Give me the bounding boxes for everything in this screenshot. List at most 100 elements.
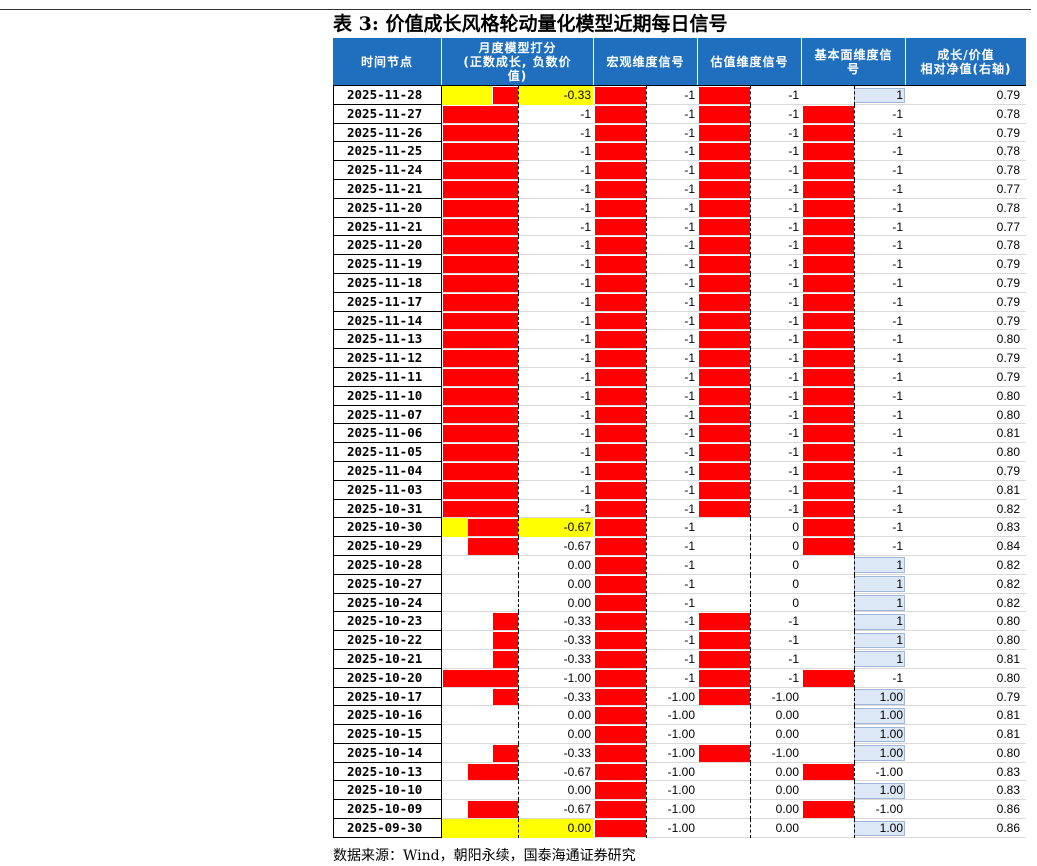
zero-axis	[646, 725, 647, 744]
nav-cell: 0.80	[906, 443, 1026, 462]
negative-bar	[468, 519, 518, 537]
negative-bar	[595, 556, 646, 574]
negative-bar	[699, 218, 750, 236]
signal-value: -1	[684, 520, 695, 535]
zero-axis	[750, 386, 751, 406]
zero-axis	[750, 405, 751, 425]
highlight-fill	[442, 518, 468, 538]
signal-value: -1	[788, 463, 799, 478]
nav-value: 0.78	[996, 163, 1020, 178]
nav-cell: 0.83	[906, 781, 1026, 800]
macro-cell: -1	[594, 330, 698, 350]
signal-value: -1	[788, 388, 799, 403]
nav-cell: 0.79	[906, 312, 1026, 331]
source-note: 数据来源：Wind，朝阳永续，国泰海通证券研究	[333, 848, 636, 864]
negative-bar	[595, 162, 646, 179]
fundamental-cell: 1.00	[802, 725, 906, 744]
negative-bar	[699, 331, 750, 349]
table-row: 2025-10-17 -0.33 -1.00 -1.00 1.00 0.79	[333, 687, 1026, 707]
signal-value: -1	[684, 501, 695, 516]
signal-value: -1	[684, 351, 695, 366]
table-row: 2025-09-30 0.00 -1.00 0.00 1.00 0.86	[333, 819, 1026, 838]
negative-bar	[595, 650, 646, 668]
zero-axis	[854, 743, 855, 763]
signal-value: -1	[580, 238, 591, 253]
zero-axis	[518, 179, 519, 199]
macro-cell: -1	[594, 405, 698, 425]
nav-value: 0.86	[996, 802, 1020, 817]
zero-axis	[750, 800, 751, 820]
nav-cell: 0.79	[906, 255, 1026, 274]
date-cell: 2025-10-13	[333, 762, 442, 782]
fundamental-cell: 1.00	[802, 687, 906, 707]
score-cell: 0.00	[442, 593, 594, 613]
zero-axis	[646, 461, 647, 481]
zero-axis	[750, 123, 751, 143]
valuation-cell: -1	[698, 142, 802, 162]
negative-bar	[595, 331, 646, 349]
table-row: 2025-11-24 -1 -1 -1 -1 0.78	[333, 161, 1026, 180]
score-cell: 0.00	[442, 781, 594, 801]
table-row: 2025-11-05 -1 -1 -1 -1 0.80	[333, 443, 1026, 462]
valuation-cell: -1	[698, 255, 802, 274]
nav-value: 0.79	[996, 463, 1020, 478]
signal-value: 1.00	[879, 745, 903, 760]
date-cell: 2025-11-27	[333, 104, 442, 124]
negative-bar	[443, 162, 518, 179]
signal-value: -1	[788, 257, 799, 272]
nav-value: 0.78	[996, 106, 1020, 121]
signal-value: -1	[892, 294, 903, 309]
negative-bar	[443, 368, 518, 386]
zero-axis	[750, 518, 751, 538]
macro-cell: -1	[594, 649, 698, 669]
signal-value: -1	[892, 275, 903, 290]
score-cell: -1	[442, 292, 594, 312]
fundamental-cell: -1	[802, 461, 906, 481]
macro-cell: -1	[594, 480, 698, 500]
zero-axis	[854, 349, 855, 368]
date-cell: 2025-10-14	[333, 743, 442, 763]
negative-bar	[803, 180, 854, 198]
date-cell: 2025-10-17	[333, 687, 442, 707]
zero-axis	[854, 800, 855, 820]
zero-axis	[750, 330, 751, 350]
macro-cell: -1.00	[594, 819, 698, 838]
zero-axis	[518, 668, 519, 688]
zero-axis	[646, 555, 647, 575]
negative-bar	[699, 256, 750, 273]
negative-bar	[443, 256, 518, 273]
zero-axis	[646, 743, 647, 763]
score-cell: -1.00	[442, 668, 594, 688]
nav-value: 0.77	[996, 219, 1020, 234]
signal-value: -1.00	[667, 727, 695, 742]
score-cell: -1	[442, 104, 594, 124]
fundamental-cell: -1	[802, 349, 906, 368]
score-cell: -0.67	[442, 800, 594, 820]
nav-value: 0.83	[996, 520, 1020, 535]
zero-axis	[518, 480, 519, 500]
zero-axis	[750, 161, 751, 180]
negative-bar	[803, 105, 854, 123]
zero-axis	[646, 161, 647, 180]
zero-axis	[518, 443, 519, 462]
signal-value: -1	[788, 332, 799, 347]
signal-value: -1	[788, 614, 799, 629]
negative-bar	[803, 444, 854, 461]
negative-bar	[699, 368, 750, 386]
highlight-fill	[518, 86, 593, 105]
signal-value: -1	[788, 125, 799, 140]
fundamental-cell: -1	[802, 668, 906, 688]
signal-value: 0	[792, 557, 799, 572]
valuation-cell: -1	[698, 461, 802, 481]
date-cell: 2025-10-10	[333, 781, 442, 801]
valuation-cell: -1	[698, 292, 802, 312]
fundamental-cell: -1	[802, 198, 906, 218]
zero-axis	[646, 367, 647, 387]
negative-bar	[699, 650, 750, 668]
nav-cell: 0.81	[906, 725, 1026, 744]
negative-bar	[699, 293, 750, 311]
score-cell: -0.33	[442, 649, 594, 669]
signal-value: -1	[892, 670, 903, 685]
negative-bar	[803, 500, 854, 518]
negative-bar	[443, 406, 518, 424]
